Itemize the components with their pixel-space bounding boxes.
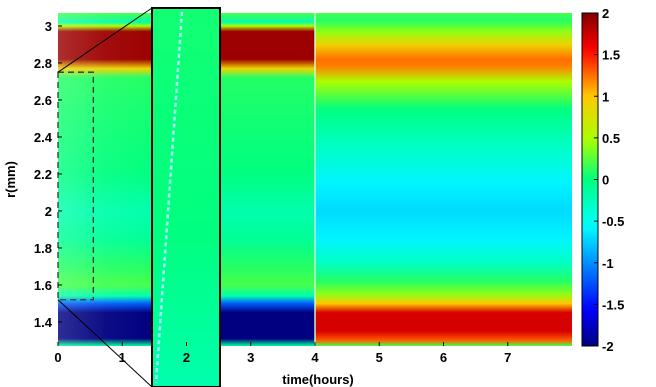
colorbar-tick-label-1: 1 [602, 89, 609, 104]
y-tick-label-2.8: 2.8 [34, 56, 52, 71]
y-tick-label-2.6: 2.6 [34, 93, 52, 108]
y-tick-label-3: 3 [45, 19, 52, 34]
y-axis-label: r(mm) [3, 161, 18, 198]
y-tick-label-2.4: 2.4 [34, 130, 53, 145]
zoom-inset [151, 7, 221, 387]
zoom-region-dashed-box [57, 71, 94, 301]
y-tick-label-1.6: 1.6 [34, 278, 52, 293]
x-tick-label-4: 4 [311, 350, 319, 365]
x-tick-label-3: 3 [247, 350, 254, 365]
x-tick-label-7: 7 [504, 350, 511, 365]
colorbar-tick-label-0: 0 [602, 173, 609, 188]
x-tick-label-5: 5 [376, 350, 383, 365]
inset-dashed-trace [154, 11, 184, 384]
x-tick-label-2: 2 [183, 350, 190, 365]
colorbar-tick-label-2: 2 [602, 6, 609, 21]
inset-panel [151, 7, 221, 387]
x-axis-label: time(hours) [282, 372, 354, 387]
x-tick-label-1: 1 [119, 350, 126, 365]
y-tick-label-2.2: 2.2 [34, 167, 52, 182]
y-tick-label-1.4: 1.4 [34, 315, 53, 330]
colorbar-tick-label-1.5: 1.5 [602, 48, 620, 63]
zoom-guide-line-bottom [57, 299, 153, 387]
colorbar-tick-label--2: -2 [602, 339, 614, 354]
y-tick-label-2: 2 [45, 204, 52, 219]
colorbar-tick-label--0.5: -0.5 [602, 214, 624, 229]
colorbar: 2 1.5 1 0.5 0 -0.5 -1 -1.5 -2 [581, 6, 624, 354]
colorbar-tick-label--1.5: -1.5 [602, 297, 624, 312]
x-tick-label-0: 0 [54, 350, 61, 365]
colorbar-tick-label--1: -1 [602, 256, 614, 271]
heatmap-region-after-4h [315, 13, 572, 346]
y-tick-label-1.8: 1.8 [34, 241, 52, 256]
plot-area [58, 13, 572, 346]
x-tick-label-6: 6 [440, 350, 447, 365]
axes: 0 1 2 3 4 5 6 7 1.4 1.6 1.8 2 2.2 2.4 2.6 2.8 3 [34, 19, 511, 365]
zoom-guides [57, 7, 153, 387]
early-time-shade [58, 13, 155, 346]
zoom-guide-line-top [57, 7, 153, 73]
colorbar-tick-label-0.5: 0.5 [602, 131, 620, 146]
